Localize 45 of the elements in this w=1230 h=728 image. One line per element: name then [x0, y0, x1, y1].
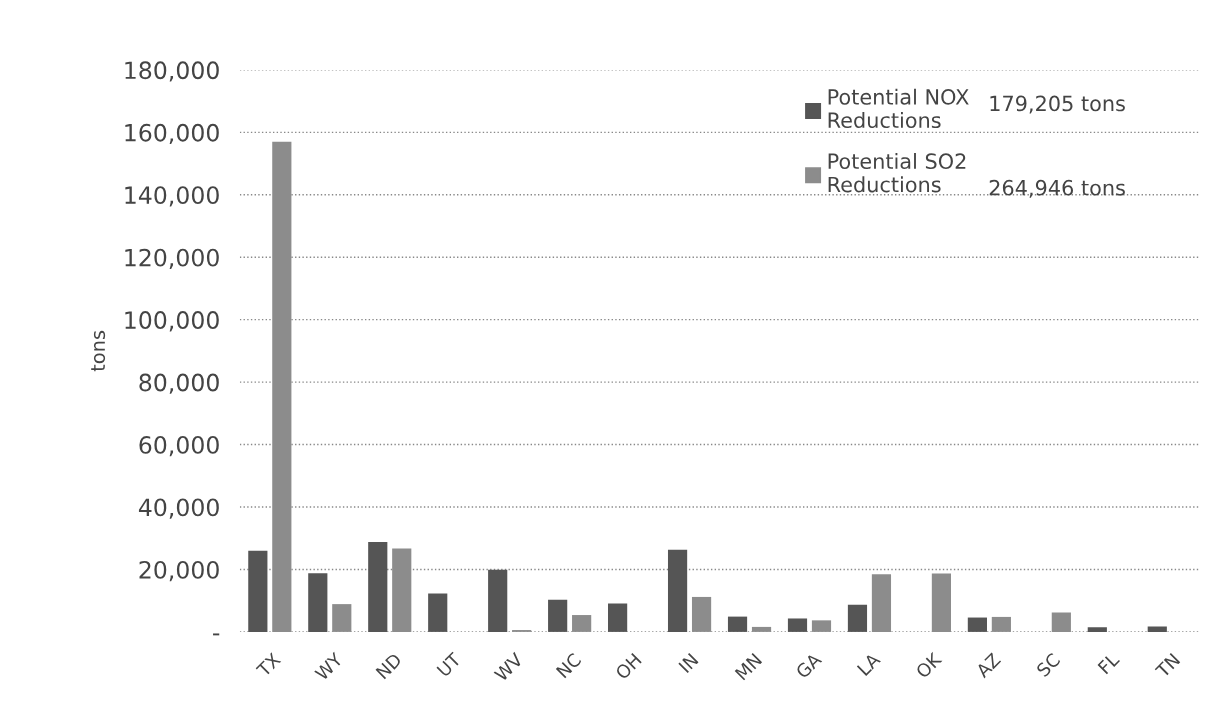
x-tick-label: UT — [436, 651, 463, 678]
y-axis-title: tons — [91, 330, 106, 372]
x-tick-label: MN — [734, 653, 763, 681]
x-tick-label: OH — [614, 652, 642, 681]
bar — [248, 550, 268, 632]
x-tick-label: LA — [856, 651, 881, 676]
bar — [847, 604, 868, 632]
y-tick-label: 100,000 — [125, 311, 219, 332]
bar — [1087, 627, 1107, 632]
y-tick-label: 80,000 — [139, 373, 219, 394]
bar — [727, 616, 748, 632]
x-tick-label: WV — [493, 651, 524, 682]
y-tick-label: 40,000 — [138, 498, 219, 519]
bar — [428, 593, 448, 632]
bar — [488, 569, 508, 632]
bar — [368, 541, 388, 632]
bar — [667, 549, 688, 632]
x-tick-label: ND — [375, 652, 403, 680]
y-tick-label: 120,000 — [125, 248, 219, 269]
x-tick-label: IN — [678, 653, 699, 674]
y-tick-label: 180,000 — [125, 61, 219, 82]
legend-label: Potential NOX Reductions — [828, 88, 969, 129]
bar — [967, 617, 987, 632]
x-tick-label: TX — [255, 652, 282, 678]
x-tick-label: TN — [1154, 653, 1181, 679]
y-tick-label: 160,000 — [125, 123, 219, 145]
y-tick-label: 60,000 — [139, 436, 219, 457]
legend-label: Potential SO2 Reductions — [828, 152, 966, 193]
bar — [308, 573, 328, 632]
bar — [548, 599, 568, 632]
x-tick-label: FL — [1097, 651, 1120, 675]
bar — [1147, 626, 1167, 632]
x-tick-label: AZ — [974, 652, 1002, 679]
bar — [787, 618, 808, 632]
x-tick-label: NC — [555, 652, 582, 679]
x-tick-label: GA — [794, 651, 823, 680]
annotation: 264,946 tons — [989, 179, 1125, 198]
x-tick-label: SC — [1035, 652, 1061, 678]
y-tick-label: - — [213, 633, 220, 636]
y-tick-label: 140,000 — [125, 186, 219, 207]
x-tick-label: OK — [914, 651, 943, 679]
annotation: 179,205 tons — [990, 95, 1125, 114]
x-tick-label: WY — [314, 651, 344, 682]
bar — [608, 603, 628, 632]
y-tick-label: 20,000 — [139, 560, 219, 582]
